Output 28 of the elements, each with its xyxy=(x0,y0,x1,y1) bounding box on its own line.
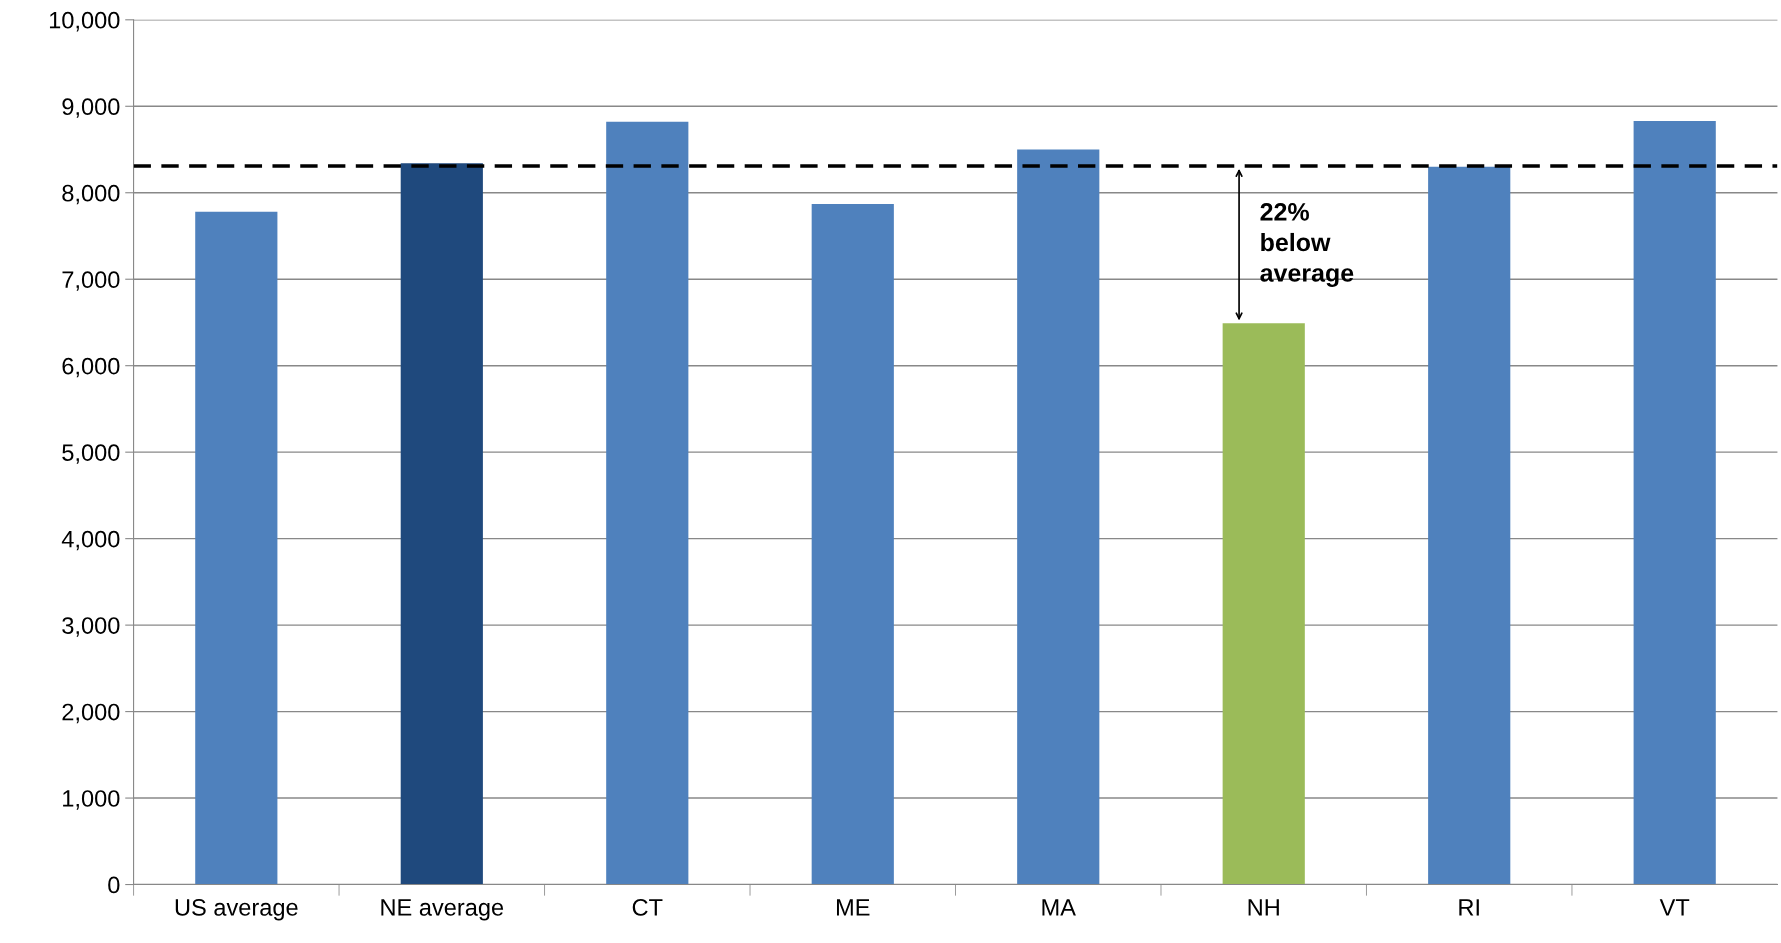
y-tick-label: 7,000 xyxy=(62,271,120,291)
y-tick-label: 4,000 xyxy=(61,530,120,551)
bar xyxy=(606,121,689,885)
y-tick-label: 3,000 xyxy=(62,617,120,637)
y-tick-label: 6,000 xyxy=(62,357,120,378)
x-tick-label: NE average xyxy=(381,899,504,921)
y-tick-label: 8,000 xyxy=(62,184,120,205)
x-tick-label: NH xyxy=(1248,899,1279,916)
y-tick-label: 2,000 xyxy=(62,703,120,724)
x-tick-label: RI xyxy=(1459,899,1479,916)
y-tick-label: 0 xyxy=(108,876,120,894)
bar xyxy=(1428,166,1511,885)
bar xyxy=(400,163,483,885)
bar xyxy=(1222,323,1305,885)
y-tick-label: 9,000 xyxy=(62,98,120,118)
y-tick-label: 10,000 xyxy=(49,11,120,32)
annotation: 22% below average xyxy=(1260,203,1354,287)
y-tick-label: 1,000 xyxy=(63,790,120,810)
bar xyxy=(1633,120,1716,885)
x-tick-label: VT xyxy=(1659,899,1690,916)
x-tick-label: MA xyxy=(1042,899,1076,916)
x-tick-label: US average xyxy=(175,899,298,921)
y-tick-label: 5,000 xyxy=(62,444,120,464)
x-tick-label: CT xyxy=(632,899,663,916)
bar xyxy=(811,203,894,885)
x-tick-label: ME xyxy=(836,899,870,916)
bar xyxy=(1017,149,1100,885)
bar xyxy=(195,211,278,885)
